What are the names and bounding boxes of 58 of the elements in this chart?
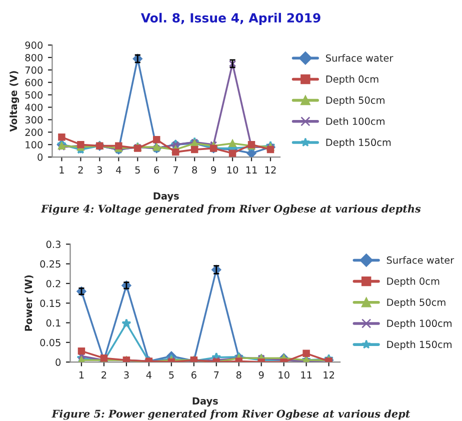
x-tick-label: 5 bbox=[135, 166, 140, 174]
x-tick-label: 11 bbox=[246, 166, 257, 174]
y-tick-label: 500 bbox=[25, 91, 43, 99]
legend-label: Depth 150cm bbox=[326, 138, 391, 148]
y-tick-label: 0.2 bbox=[46, 280, 60, 288]
x-tick-label: 4 bbox=[116, 166, 122, 174]
x-tick-label: 6 bbox=[191, 371, 196, 379]
x-tick-label: 3 bbox=[124, 371, 129, 379]
text: Vol. 8, Issue 4, April 2019 bbox=[140, 12, 320, 25]
y-tick-label: 200 bbox=[25, 128, 43, 136]
y-tick-label: 400 bbox=[25, 104, 43, 112]
legend-label: Depth 50cm bbox=[387, 298, 446, 308]
y-tick-label: 0.3 bbox=[46, 240, 60, 248]
y-axis-title: Power (W) bbox=[24, 275, 34, 331]
y-tick-label: 0 bbox=[56, 358, 61, 366]
x-tick-label: 5 bbox=[169, 371, 174, 379]
caption: Figure 5: Power generated from River Ogbese at various dept bbox=[52, 410, 410, 420]
x-tick-label: 9 bbox=[258, 371, 264, 379]
y-axis-title: Voltage (V) bbox=[10, 71, 20, 132]
y-tick-label: 0.15 bbox=[40, 300, 60, 307]
legend-label: Depth 50cm bbox=[326, 96, 384, 106]
caption: Figure 4: Voltage generated from River Ogbese at various depths bbox=[40, 204, 421, 215]
legend-label: Surface water bbox=[326, 54, 394, 62]
x-tick-label: 12 bbox=[265, 166, 276, 174]
x-tick-label: 9 bbox=[211, 166, 216, 174]
x-tick-label: 8 bbox=[236, 371, 242, 379]
x-tick-label: 10 bbox=[227, 166, 238, 174]
y-tick-label: 900 bbox=[25, 42, 43, 49]
x-tick-label: 6 bbox=[154, 166, 160, 174]
y-tick-label: 0.25 bbox=[40, 260, 60, 268]
x-tick-label: 1 bbox=[60, 166, 64, 174]
y-tick-label: 800 bbox=[25, 54, 43, 62]
x-tick-label: 8 bbox=[192, 166, 197, 174]
legend-label: Depth 100cm bbox=[387, 319, 452, 329]
x-tick-label: 7 bbox=[173, 166, 178, 174]
legend-label: Depth 150cm bbox=[387, 340, 452, 350]
x-tick-label: 3 bbox=[97, 166, 102, 174]
y-tick-label: 700 bbox=[25, 66, 43, 74]
x-tick-label: 10 bbox=[278, 371, 290, 379]
x-tick-label: 7 bbox=[214, 371, 219, 378]
legend-label: Depth 0cm bbox=[387, 277, 440, 287]
y-tick-label: 300 bbox=[25, 116, 43, 124]
legend-label: Deth 100cm bbox=[326, 117, 384, 125]
y-tick-label: 0.05 bbox=[40, 338, 60, 346]
y-tick-label: 0 bbox=[38, 154, 43, 161]
legend-label: Surface water bbox=[386, 256, 454, 264]
y-tick-label: 600 bbox=[25, 78, 43, 86]
y-tick-label: 0.1 bbox=[46, 319, 60, 327]
x-axis-title: Days bbox=[154, 192, 179, 202]
x-tick-label: 2 bbox=[78, 166, 83, 174]
x-tick-label: 2 bbox=[102, 371, 106, 378]
x-axis-title: Days bbox=[192, 397, 218, 407]
x-tick-label: 12 bbox=[324, 371, 334, 378]
x-tick-label: 4 bbox=[146, 371, 152, 378]
x-tick-label: 1 bbox=[79, 371, 84, 378]
x-tick-label: 11 bbox=[301, 371, 312, 378]
legend-label: Depth 0cm bbox=[326, 75, 378, 85]
y-tick-label: 100 bbox=[26, 141, 43, 148]
